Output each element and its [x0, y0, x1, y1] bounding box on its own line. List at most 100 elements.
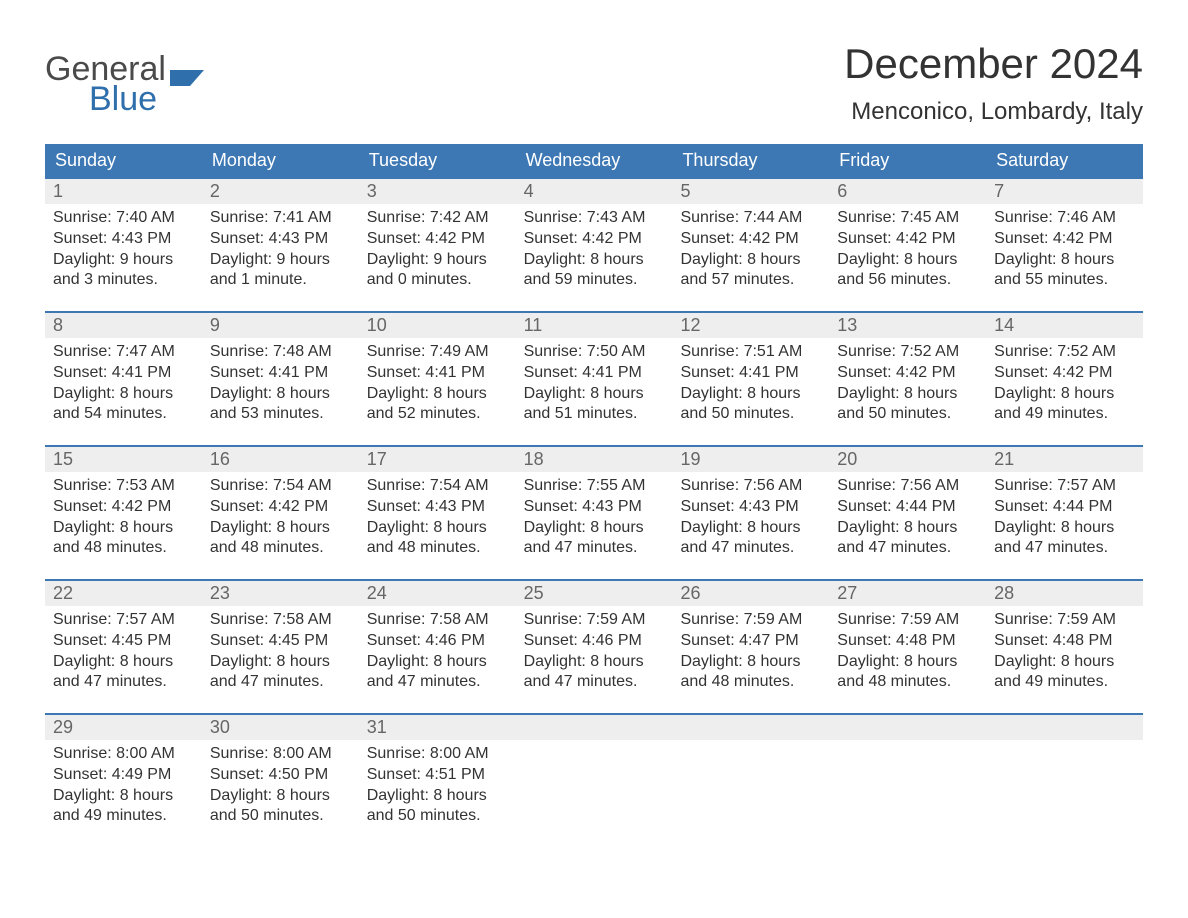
calendar-week: 8Sunrise: 7:47 AMSunset: 4:41 PMDaylight…: [45, 311, 1143, 435]
day-number: 20: [829, 447, 986, 472]
day-sunset: Sunset: 4:51 PM: [367, 765, 508, 786]
day-sunrise: Sunrise: 7:44 AM: [680, 208, 821, 229]
day-d1: Daylight: 8 hours: [524, 518, 665, 539]
day-number: 21: [986, 447, 1143, 472]
day-d2: and 50 minutes.: [210, 806, 351, 827]
weekday-header: Saturday: [986, 144, 1143, 177]
day-d2: and 47 minutes.: [53, 672, 194, 693]
day-number: 4: [516, 179, 673, 204]
day-d2: and 54 minutes.: [53, 404, 194, 425]
calendar-weeks: 1Sunrise: 7:40 AMSunset: 4:43 PMDaylight…: [45, 177, 1143, 837]
day-d1: Daylight: 8 hours: [994, 250, 1135, 271]
calendar-day: 29 Sunrise: 8:00 AMSunset: 4:49 PMDayligh…: [45, 715, 202, 837]
day-d2: and 56 minutes.: [837, 270, 978, 291]
day-d1: Daylight: 9 hours: [53, 250, 194, 271]
day-number: 22: [45, 581, 202, 606]
day-number: 9: [202, 313, 359, 338]
day-sunset: Sunset: 4:42 PM: [994, 229, 1135, 250]
day-sunset: Sunset: 4:41 PM: [210, 363, 351, 384]
day-number: 26: [672, 581, 829, 606]
day-d1: Daylight: 8 hours: [524, 384, 665, 405]
day-sunset: Sunset: 4:43 PM: [524, 497, 665, 518]
day-sunrise: Sunrise: 7:57 AM: [994, 476, 1135, 497]
day-sunset: Sunset: 4:42 PM: [994, 363, 1135, 384]
day-details: Sunrise: 7:47 AMSunset: 4:41 PMDaylight:…: [45, 338, 202, 431]
day-details: Sunrise: 7:58 AMSunset: 4:46 PMDaylight:…: [359, 606, 516, 699]
day-number: 16: [202, 447, 359, 472]
calendar-day: 25Sunrise: 7:59 AMSunset: 4:46 PMDayligh…: [516, 581, 673, 703]
day-d1: Daylight: 8 hours: [210, 384, 351, 405]
calendar-day: 19Sunrise: 7:56 AMSunset: 4:43 PMDayligh…: [672, 447, 829, 569]
day-d2: and 51 minutes.: [524, 404, 665, 425]
day-number: 15: [45, 447, 202, 472]
day-sunset: Sunset: 4:43 PM: [53, 229, 194, 250]
day-sunrise: Sunrise: 8:00 AM: [53, 744, 194, 765]
day-d1: Daylight: 8 hours: [210, 518, 351, 539]
day-d2: and 1 minute.: [210, 270, 351, 291]
day-number: 12: [672, 313, 829, 338]
day-d2: and 55 minutes.: [994, 270, 1135, 291]
day-sunrise: Sunrise: 7:56 AM: [680, 476, 821, 497]
day-sunset: Sunset: 4:49 PM: [53, 765, 194, 786]
calendar-day: 7Sunrise: 7:46 AMSunset: 4:42 PMDaylight…: [986, 179, 1143, 301]
calendar-day: 22Sunrise: 7:57 AMSunset: 4:45 PMDayligh…: [45, 581, 202, 703]
day-d2: and 48 minutes.: [210, 538, 351, 559]
day-d1: Daylight: 8 hours: [994, 652, 1135, 673]
day-details: Sunrise: 7:59 AMSunset: 4:46 PMDaylight:…: [516, 606, 673, 699]
calendar-week: 29 Sunrise: 8:00 AMSunset: 4:49 PMDayligh…: [45, 713, 1143, 837]
day-d2: and 50 minutes.: [367, 806, 508, 827]
day-sunset: Sunset: 4:42 PM: [837, 229, 978, 250]
day-d2: and 50 minutes.: [837, 404, 978, 425]
day-sunrise: Sunrise: 7:43 AM: [524, 208, 665, 229]
day-number: 24: [359, 581, 516, 606]
header-block: General Blue December 2024 Menconico, Lo…: [45, 40, 1143, 126]
day-d1: Daylight: 8 hours: [994, 518, 1135, 539]
day-d1: Daylight: 8 hours: [837, 652, 978, 673]
weekday-header: Thursday: [672, 144, 829, 177]
day-sunset: Sunset: 4:44 PM: [994, 497, 1135, 518]
day-sunrise: Sunrise: 7:59 AM: [524, 610, 665, 631]
day-d2: and 47 minutes.: [837, 538, 978, 559]
calendar-day: [986, 715, 1143, 837]
calendar-day: 13Sunrise: 7:52 AMSunset: 4:42 PMDayligh…: [829, 313, 986, 435]
day-number: 11: [516, 313, 673, 338]
day-details: Sunrise: 7:58 AMSunset: 4:45 PMDaylight:…: [202, 606, 359, 699]
calendar-day: 23Sunrise: 7:58 AMSunset: 4:45 PMDayligh…: [202, 581, 359, 703]
day-number: [986, 715, 1143, 740]
day-details: Sunrise: 7:59 AMSunset: 4:48 PMDaylight:…: [829, 606, 986, 699]
calendar-day: 4Sunrise: 7:43 AMSunset: 4:42 PMDaylight…: [516, 179, 673, 301]
day-details: Sunrise: 7:41 AMSunset: 4:43 PMDaylight:…: [202, 204, 359, 297]
day-sunrise: Sunrise: 7:46 AM: [994, 208, 1135, 229]
calendar-day: 27Sunrise: 7:59 AMSunset: 4:48 PMDayligh…: [829, 581, 986, 703]
location-subtitle: Menconico, Lombardy, Italy: [844, 98, 1143, 126]
day-sunrise: Sunrise: 7:45 AM: [837, 208, 978, 229]
day-d1: Daylight: 8 hours: [53, 786, 194, 807]
day-details: Sunrise: 7:44 AMSunset: 4:42 PMDaylight:…: [672, 204, 829, 297]
day-details: Sunrise: 7:51 AMSunset: 4:41 PMDaylight:…: [672, 338, 829, 431]
day-sunset: Sunset: 4:48 PM: [994, 631, 1135, 652]
day-d2: and 49 minutes.: [53, 806, 194, 827]
day-number: 29: [45, 715, 202, 740]
day-d1: Daylight: 8 hours: [837, 384, 978, 405]
day-number: 17: [359, 447, 516, 472]
day-d1: Daylight: 8 hours: [994, 384, 1135, 405]
day-number: [829, 715, 986, 740]
day-d2: and 47 minutes.: [210, 672, 351, 693]
weekday-header: Friday: [829, 144, 986, 177]
day-d1: Daylight: 9 hours: [367, 250, 508, 271]
day-d2: and 53 minutes.: [210, 404, 351, 425]
day-sunrise: Sunrise: 7:54 AM: [367, 476, 508, 497]
day-sunset: Sunset: 4:48 PM: [837, 631, 978, 652]
weekday-header: Wednesday: [516, 144, 673, 177]
day-number: 31: [359, 715, 516, 740]
calendar-day: 16Sunrise: 7:54 AMSunset: 4:42 PMDayligh…: [202, 447, 359, 569]
calendar-day: 31Sunrise: 8:00 AMSunset: 4:51 PMDayligh…: [359, 715, 516, 837]
day-number: [516, 715, 673, 740]
day-sunset: Sunset: 4:42 PM: [524, 229, 665, 250]
day-sunset: Sunset: 4:41 PM: [53, 363, 194, 384]
day-d1: Daylight: 8 hours: [53, 384, 194, 405]
day-sunset: Sunset: 4:45 PM: [53, 631, 194, 652]
day-details: Sunrise: 7:50 AMSunset: 4:41 PMDaylight:…: [516, 338, 673, 431]
day-details: Sunrise: 7:57 AMSunset: 4:45 PMDaylight:…: [45, 606, 202, 699]
day-d1: Daylight: 8 hours: [367, 518, 508, 539]
